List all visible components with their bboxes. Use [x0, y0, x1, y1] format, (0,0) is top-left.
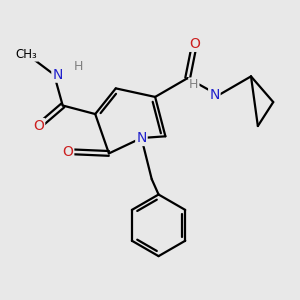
- Text: O: O: [62, 145, 73, 159]
- Text: H: H: [189, 78, 199, 92]
- Text: CH₃: CH₃: [16, 48, 38, 61]
- Text: N: N: [136, 131, 147, 145]
- Text: H: H: [74, 60, 83, 73]
- Text: N: N: [52, 68, 63, 82]
- Text: N: N: [209, 88, 220, 102]
- Text: O: O: [33, 119, 44, 133]
- Text: O: O: [189, 37, 200, 51]
